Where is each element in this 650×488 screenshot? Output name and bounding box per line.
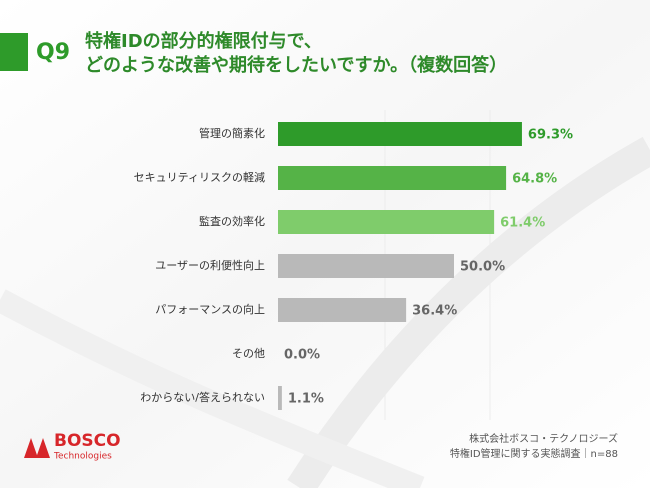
bar: [278, 298, 407, 322]
value-label: 0.0%: [284, 348, 320, 363]
category-label: わからない/答えられない: [140, 390, 265, 404]
category-label: 監査の効率化: [199, 214, 265, 228]
category-label: その他: [232, 347, 265, 360]
chart-title: 特権IDの部分的権限付与で、: [85, 30, 322, 52]
value-label: 69.3%: [528, 128, 573, 143]
bar: [278, 122, 522, 146]
value-label: 61.4%: [500, 216, 545, 231]
logo-name: BOSCO: [54, 431, 121, 451]
value-label: 1.1%: [288, 392, 324, 407]
background-swirl: [287, 136, 650, 488]
value-label: 50.0%: [460, 260, 505, 275]
source: 株式会社ボスコ・テクノロジーズ: [469, 432, 618, 445]
logo-subtitle: Technologies: [53, 452, 112, 462]
bar: [278, 166, 507, 190]
background-swirl: [0, 289, 425, 488]
chart-title: どのような改善や期待をしたいですか。（複数回答）: [85, 54, 507, 76]
category-label: パフォーマンスの向上: [155, 302, 265, 316]
logo: BOSCO Technologies: [24, 431, 121, 462]
bar: [278, 254, 454, 278]
question-marker: [0, 33, 28, 71]
value-label: 64.8%: [512, 172, 557, 187]
logo-icon: [24, 438, 38, 458]
category-label: セキュリティリスクの軽減: [134, 170, 265, 184]
bar: [278, 210, 495, 234]
category-label: ユーザーの利便性向上: [155, 258, 265, 272]
question-number: Q9: [36, 40, 70, 65]
category-label: 管理の簡素化: [199, 126, 265, 140]
value-label: 36.4%: [412, 304, 457, 319]
logo-icon: [36, 438, 50, 458]
bar: [278, 386, 282, 410]
source: 特権ID管理に関する実態調査｜n=88: [450, 447, 618, 460]
